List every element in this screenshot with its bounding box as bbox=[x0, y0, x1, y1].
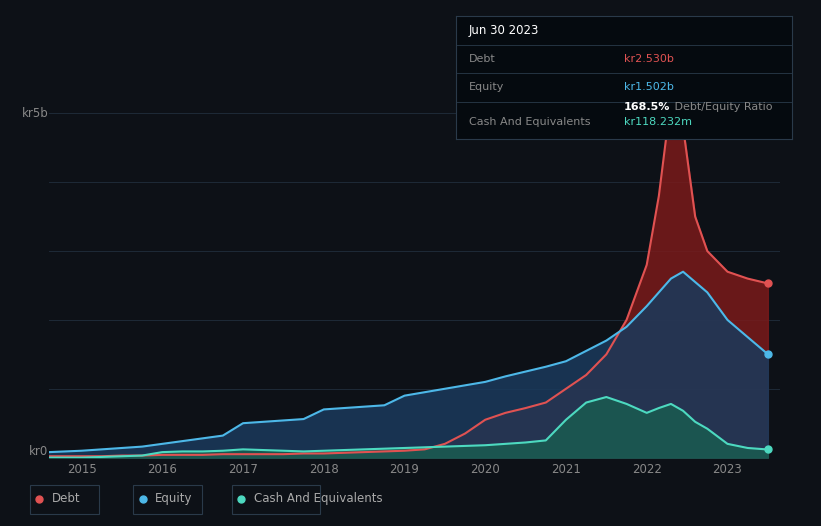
Text: kr0: kr0 bbox=[30, 444, 48, 458]
Text: Debt: Debt bbox=[52, 492, 80, 505]
Text: kr5b: kr5b bbox=[22, 107, 48, 120]
Text: Equity: Equity bbox=[469, 83, 504, 93]
Text: kr2.530b: kr2.530b bbox=[624, 54, 674, 64]
FancyBboxPatch shape bbox=[30, 485, 99, 514]
Text: Jun 30 2023: Jun 30 2023 bbox=[469, 24, 539, 37]
Text: Debt: Debt bbox=[469, 54, 496, 64]
Text: Equity: Equity bbox=[155, 492, 193, 505]
Text: 168.5%: 168.5% bbox=[624, 102, 670, 112]
Text: kr118.232m: kr118.232m bbox=[624, 117, 692, 127]
Text: Cash And Equivalents: Cash And Equivalents bbox=[254, 492, 383, 505]
Text: kr1.502b: kr1.502b bbox=[624, 83, 674, 93]
FancyBboxPatch shape bbox=[232, 485, 320, 514]
Text: Debt/Equity Ratio: Debt/Equity Ratio bbox=[671, 102, 773, 112]
FancyBboxPatch shape bbox=[133, 485, 202, 514]
Text: Cash And Equivalents: Cash And Equivalents bbox=[469, 117, 590, 127]
